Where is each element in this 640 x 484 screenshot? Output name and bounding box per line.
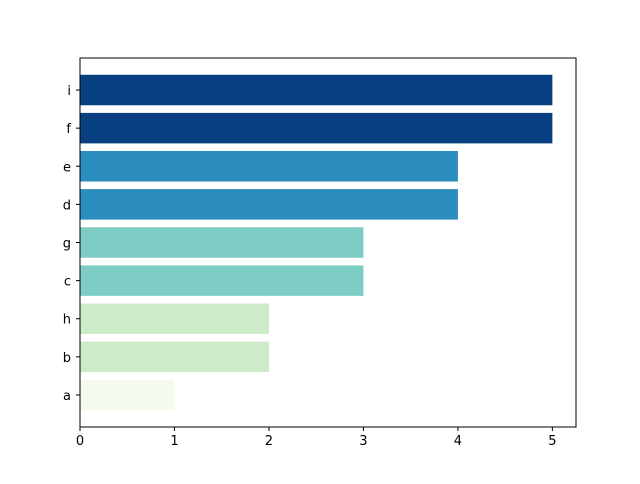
y-tick-label: d — [63, 198, 71, 213]
y-tick-label: h — [63, 313, 71, 328]
bar — [80, 227, 364, 258]
x-tick-label: 0 — [76, 434, 84, 449]
axes-frame — [79, 57, 577, 428]
x-tick-label: 3 — [359, 434, 367, 449]
bar — [80, 379, 175, 411]
bar — [80, 112, 553, 144]
bar — [80, 265, 364, 296]
bar — [80, 303, 269, 334]
x-tick-label: 5 — [548, 434, 556, 449]
y-tick-label: g — [63, 237, 71, 252]
y-tick-label: a — [63, 389, 71, 404]
y-tick-label: b — [63, 351, 71, 366]
bar — [80, 151, 458, 182]
y-tick-label: i — [67, 84, 71, 99]
x-tick-label: 1 — [170, 434, 178, 449]
y-tick-label: c — [64, 275, 71, 290]
bar — [80, 74, 553, 106]
x-tick-label: 4 — [454, 434, 462, 449]
y-tick-label: e — [63, 160, 71, 175]
x-tick-label: 2 — [265, 434, 273, 449]
y-tick-label: f — [66, 122, 71, 137]
bar — [80, 189, 458, 220]
bar — [80, 341, 269, 373]
